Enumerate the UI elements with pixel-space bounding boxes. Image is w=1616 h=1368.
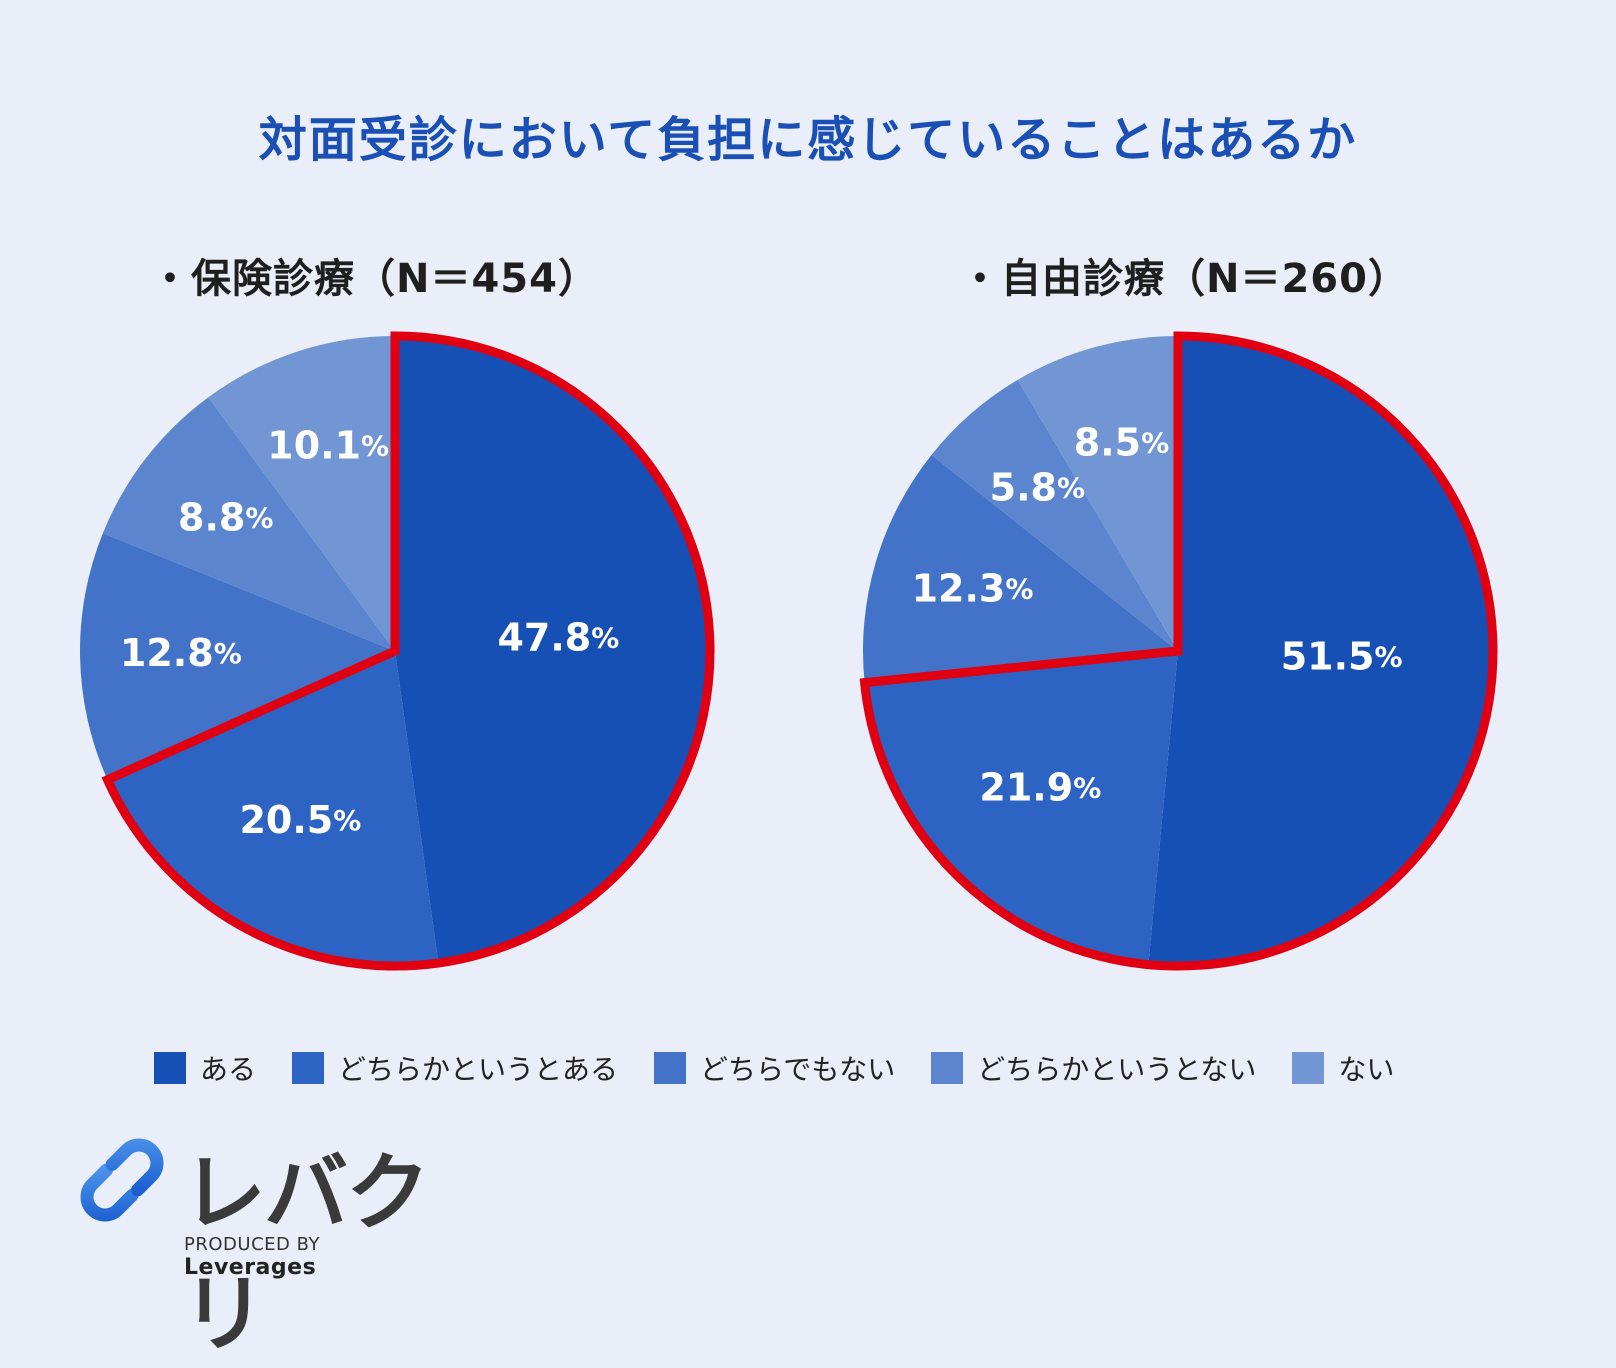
pie-slice-private-aru [1148,336,1493,966]
pie-slice-private-dochiraka-nai [931,379,1178,651]
pie-slice-insurance-nai [208,336,395,651]
pie-slice-insurance-dochiraka-nai [102,397,396,651]
legend-item-dochiraka-aru: どちらかというとある [292,1048,618,1088]
legend-label: どちらでもない [700,1053,896,1086]
data-label-private-dochiraka-aru: 21.9% [979,765,1101,809]
highlight-outline-private [859,331,1498,971]
data-label-insurance-dochiraka-nai: 8.8% [178,495,273,539]
legend-swatch [931,1052,964,1084]
legend-swatch [292,1052,325,1084]
legend-label: ない [1338,1053,1395,1086]
legend-label: どちらかというとある [338,1053,619,1086]
chart-legend: ある どちらかというとある どちらでもない どちらかというとない ない [154,1048,1474,1088]
pie-slice-insurance-dochirademonai [80,533,395,780]
logo-subtext: PRODUCED BY Leverages [184,1234,452,1280]
data-label-insurance-aru: 47.8% [497,615,619,659]
legend-label: ある [200,1053,257,1086]
data-label-private-aru: 51.5% [1281,634,1403,678]
logo-wordmark: レバクリ [182,1144,430,1363]
pie-slice-insurance-aru [395,336,711,963]
legend-label: どちらかというとない [977,1053,1257,1086]
legend-item-aru: ある [154,1048,256,1088]
page-title: 対面受診において負担に感じていることはあるか [258,112,1358,168]
pie-chart-private: 51.5% 21.9% 12.3% 5.8%8.5% [859,331,1498,971]
legend-swatch [154,1052,186,1084]
logo-produced-by: PRODUCED BY [184,1234,320,1255]
highlight-outline-insurance [101,331,715,971]
chart-title-insurance: ・保険診療（N＝454） [150,256,599,302]
pie-slice-private-dochiraka-aru [864,651,1178,965]
pie-chart-insurance: 47.8% 20.5% 12.8% 8.8% 10.1% [80,331,715,971]
data-label-private-dochirademonai: 12.3% [912,566,1034,610]
legend-item-dochiraka-nai: どちらかというとない [931,1048,1256,1088]
legend-item-nai: ない [1292,1048,1394,1088]
data-label-insurance-dochiraka-aru: 20.5% [239,797,361,841]
legend-swatch [654,1052,687,1084]
levclinic-logo: レバクリ PRODUCED BY Leverages [72,1130,452,1363]
pie-slice-private-nai [1017,336,1178,651]
chart-title-private: ・自由診療（N＝260） [960,256,1409,302]
legend-item-dochirademonai: どちらでもない [654,1048,895,1088]
pie-slice-private-dochirademonai [863,454,1178,683]
data-label-private-nai: 8.5% [1074,420,1169,464]
data-label-insurance-dochirademonai: 12.8% [120,631,242,675]
logo-brand: Leverages [184,1255,317,1280]
capsule-link-icon [80,1138,164,1222]
legend-swatch [1292,1052,1325,1084]
data-label-insurance-nai: 10.1% [267,423,389,467]
data-label-private-dochiraka-nai: 5.8% [990,465,1085,509]
